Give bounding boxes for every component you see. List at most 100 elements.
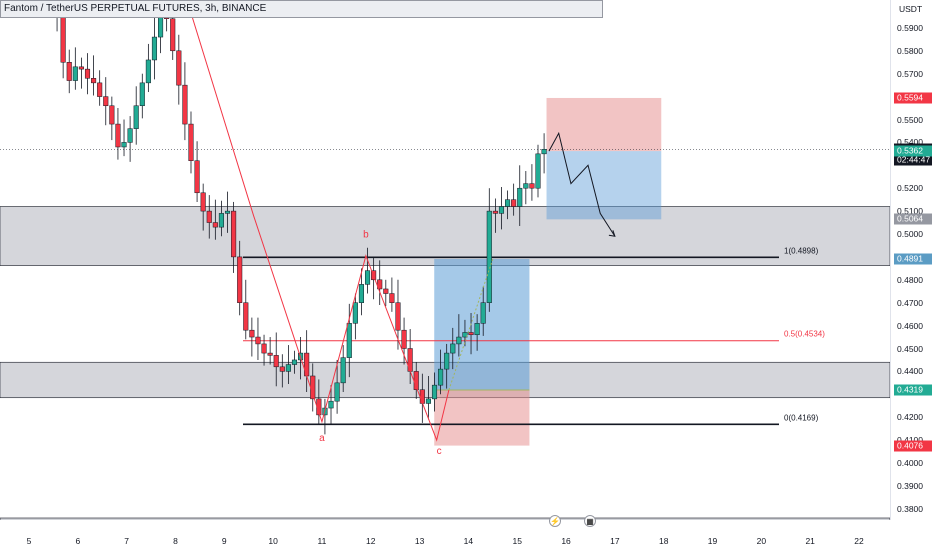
candle-body xyxy=(182,84,188,125)
candle-body xyxy=(78,66,84,70)
price-tick: 0.5800 xyxy=(897,45,923,56)
candle-body xyxy=(188,123,194,161)
price-tick: 0.3900 xyxy=(897,480,923,491)
price-tick: 0.3800 xyxy=(897,503,923,514)
countdown-label: 02:44:47 xyxy=(894,154,932,166)
candle-body xyxy=(91,78,97,84)
candle-body xyxy=(273,355,279,368)
candle-body xyxy=(139,82,145,107)
candle-body xyxy=(364,270,371,285)
candle-body xyxy=(151,36,158,61)
time-tick: 6 xyxy=(75,536,81,546)
candle-body xyxy=(218,213,224,228)
candle-body xyxy=(383,288,389,294)
price-tick: 0.5200 xyxy=(897,183,923,194)
currency-label: USDT xyxy=(899,4,923,14)
time-tick: 5 xyxy=(26,536,32,546)
time-axis[interactable]: 5 6 7 8 9 10 11 12 13 14 15 16 17 18 19 20 21 22 xyxy=(0,520,890,550)
candle-body xyxy=(304,352,310,377)
candle-body xyxy=(401,329,407,349)
time-tick: 11 xyxy=(317,536,327,546)
price-tick: 0.4700 xyxy=(897,297,923,308)
time-tick: 12 xyxy=(366,536,376,546)
candle-body xyxy=(66,62,72,81)
candle-body xyxy=(535,153,541,189)
lightning-icon[interactable]: ⚡ xyxy=(549,515,561,527)
price-tick: 0.4800 xyxy=(897,274,923,285)
candle-body xyxy=(103,96,109,107)
price-tick: 0.4000 xyxy=(897,458,923,468)
candle-body xyxy=(492,210,498,214)
candle-body xyxy=(255,336,261,345)
candle-body xyxy=(261,343,267,354)
candle-body xyxy=(517,187,523,207)
candle-body xyxy=(109,105,115,125)
time-tick: 8 xyxy=(173,536,178,546)
time-tick: 22 xyxy=(854,536,864,546)
fib-label-2: 0(0.4169) xyxy=(784,413,819,422)
candle-body xyxy=(474,323,480,336)
time-tick: 18 xyxy=(658,536,669,546)
long-position-stop xyxy=(434,389,530,446)
long-position-target xyxy=(434,258,530,390)
time-tick: 17 xyxy=(610,536,620,546)
symbol-title: Fantom / TetherUS PERPETUAL FUTURES, 3h,… xyxy=(0,0,603,18)
projection-path xyxy=(548,131,616,237)
candle-body xyxy=(237,256,243,303)
time-tick: 10 xyxy=(268,536,278,546)
fib-label-1: 0.5(0.4534) xyxy=(784,330,825,339)
price-label: 0.4076 xyxy=(894,440,932,452)
projection-arrowhead xyxy=(608,230,616,237)
candle-body xyxy=(438,368,444,386)
candle-body xyxy=(450,343,456,354)
candle-body xyxy=(431,384,438,400)
candle-body xyxy=(127,128,133,143)
candle-body xyxy=(456,336,462,345)
wave-label-a: a xyxy=(319,433,325,444)
price-label: 0.5594 xyxy=(894,92,932,104)
price-label: 0.5362 xyxy=(894,145,932,157)
wave-projection xyxy=(448,258,494,391)
candle-body xyxy=(170,18,176,52)
candle-body xyxy=(285,364,291,372)
time-tick: 20 xyxy=(756,536,767,546)
candle-body xyxy=(115,123,121,148)
price-label: 0.4319 xyxy=(894,384,932,396)
time-tick: 13 xyxy=(414,536,425,546)
candle-body xyxy=(425,398,431,404)
candle-body xyxy=(511,199,517,207)
time-tick: 9 xyxy=(221,536,227,546)
price-axis[interactable]: USDT 0.5900 0.5800 0.5700 0.5500 0.5400 0.520… xyxy=(890,0,932,520)
candle-body xyxy=(121,142,127,148)
candle-body xyxy=(200,192,206,212)
price-tick: 0.4200 xyxy=(897,412,923,423)
price-tick: 0.5700 xyxy=(897,68,923,79)
time-tick: 14 xyxy=(463,536,474,546)
candle-body xyxy=(358,284,365,303)
candle-body xyxy=(529,183,535,189)
wave-line xyxy=(186,0,450,442)
short-position-target xyxy=(546,151,662,220)
price-tick: 0.4400 xyxy=(897,366,923,377)
candle-body xyxy=(395,302,401,331)
candle-body xyxy=(346,323,352,358)
short-position-stop xyxy=(546,97,662,152)
price-tick: 0.4500 xyxy=(897,343,923,354)
candle-body xyxy=(541,149,547,155)
time-tick: 15 xyxy=(512,536,522,546)
flag-icon[interactable]: ▦ xyxy=(584,515,596,527)
support-zone-upper xyxy=(0,206,890,266)
price-chart[interactable]: 1(0.4898) 0.5(0.4534) 0(0.4169) a b c xyxy=(0,0,890,520)
candle-body xyxy=(334,382,340,402)
price-tick: 0.4600 xyxy=(897,320,923,331)
wave-label-b: b xyxy=(363,229,369,240)
candle-body xyxy=(84,68,91,79)
candle-body xyxy=(468,332,474,336)
price-tick: 0.5900 xyxy=(897,22,923,33)
candle-body xyxy=(523,183,529,189)
candle-body xyxy=(243,302,249,331)
candle-body xyxy=(377,279,383,290)
candle-body xyxy=(291,359,298,365)
wave-label-c: c xyxy=(437,446,442,457)
